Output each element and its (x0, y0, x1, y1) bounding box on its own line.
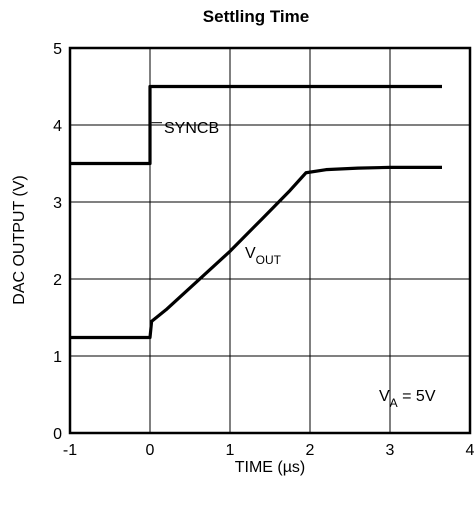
y-axis-label: DAC OUTPUT (V) (11, 175, 28, 304)
y-tick-label: 3 (53, 195, 62, 212)
series-line-v-out (70, 165, 442, 340)
series-lines (70, 84, 442, 340)
x-tick-label: 0 (146, 442, 155, 459)
vout-label-main: V (245, 245, 256, 262)
y-tick-label: 2 (53, 272, 62, 289)
grid (70, 48, 470, 433)
vout-label-sub: OUT (256, 253, 282, 267)
syncb-label: SYNCB (164, 120, 219, 137)
x-tick-label: 2 (306, 442, 315, 459)
x-axis-label: TIME (µs) (235, 459, 306, 476)
va-label: VA = 5V (379, 388, 436, 410)
va-label-sub: A (390, 396, 398, 410)
y-tick-label: 1 (53, 349, 62, 366)
y-tick-label: 4 (53, 118, 62, 135)
x-tick-label: -1 (63, 442, 77, 459)
y-tick-labels: 0 1 2 3 4 5 (53, 41, 62, 443)
series-line-syncb (70, 84, 442, 166)
va-label-main: V (379, 388, 390, 405)
y-tick-label: 5 (53, 41, 62, 58)
x-tick-label: 4 (466, 442, 475, 459)
x-tick-label: 1 (226, 442, 235, 459)
x-tick-label: 3 (386, 442, 395, 459)
chart-title: Settling Time (203, 7, 309, 26)
plot-frame (68, 46, 472, 435)
vout-label: VOUT (245, 245, 282, 267)
x-tick-labels: -1 0 1 2 3 4 (63, 442, 475, 459)
y-tick-label: 0 (53, 426, 62, 443)
va-label-rest: = 5V (398, 388, 436, 405)
